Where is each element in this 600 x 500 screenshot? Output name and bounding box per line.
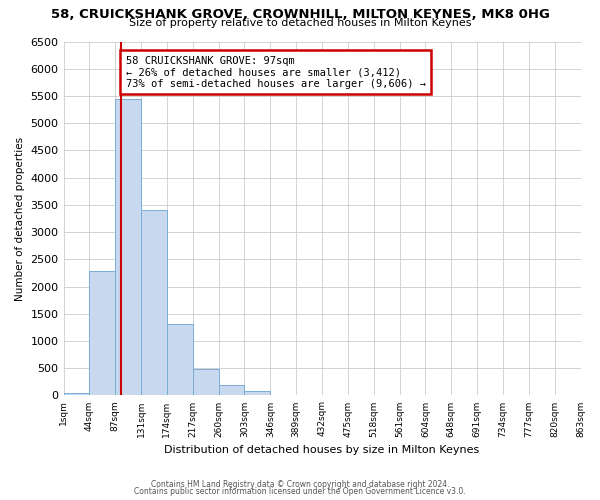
Y-axis label: Number of detached properties: Number of detached properties bbox=[15, 136, 25, 300]
Text: 58, CRUICKSHANK GROVE, CROWNHILL, MILTON KEYNES, MK8 0HG: 58, CRUICKSHANK GROVE, CROWNHILL, MILTON… bbox=[50, 8, 550, 20]
Bar bbox=[218, 386, 244, 396]
Bar bbox=[64, 392, 89, 396]
Bar bbox=[89, 272, 115, 396]
Bar bbox=[193, 370, 218, 396]
Bar bbox=[167, 324, 193, 396]
Bar bbox=[115, 98, 141, 396]
Text: Contains public sector information licensed under the Open Government Licence v3: Contains public sector information licen… bbox=[134, 487, 466, 496]
X-axis label: Distribution of detached houses by size in Milton Keynes: Distribution of detached houses by size … bbox=[164, 445, 479, 455]
Text: Size of property relative to detached houses in Milton Keynes: Size of property relative to detached ho… bbox=[129, 18, 471, 28]
Bar bbox=[141, 210, 167, 396]
Text: 58 CRUICKSHANK GROVE: 97sqm
← 26% of detached houses are smaller (3,412)
73% of : 58 CRUICKSHANK GROVE: 97sqm ← 26% of det… bbox=[125, 56, 425, 89]
Bar bbox=[244, 392, 271, 396]
Text: Contains HM Land Registry data © Crown copyright and database right 2024.: Contains HM Land Registry data © Crown c… bbox=[151, 480, 449, 489]
